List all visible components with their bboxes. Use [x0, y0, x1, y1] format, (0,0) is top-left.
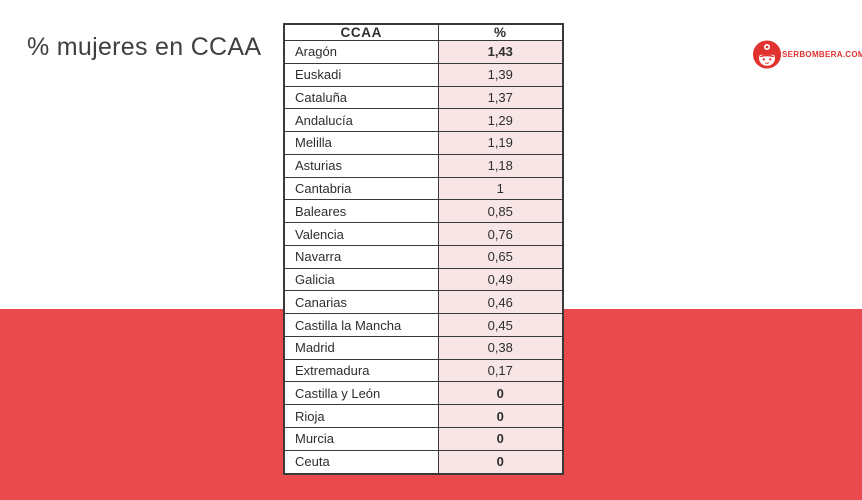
ccaa-name-cell: Euskadi: [283, 62, 439, 87]
percent-value-cell: 0,76: [437, 222, 564, 246]
ccaa-name-cell: Aragón: [283, 40, 439, 64]
ccaa-name-cell: Madrid: [283, 335, 439, 360]
table-row: Baleares 0,85: [283, 199, 564, 224]
percent-value-cell: 0: [437, 404, 564, 429]
table-row: Cataluña 1,37: [283, 85, 564, 110]
percent-value-cell: 0: [437, 449, 564, 475]
percent-value-cell: 1,19: [437, 131, 564, 155]
percent-value-cell: 1,29: [437, 108, 564, 133]
ccaa-name-cell: Extremadura: [283, 358, 439, 383]
percent-value-cell: 0,65: [437, 244, 564, 269]
percent-value-cell: 1: [437, 176, 564, 201]
table-header-row: CCAA %: [283, 23, 564, 41]
percent-value-cell: 1,39: [437, 62, 564, 87]
firefighter-icon: [752, 40, 782, 69]
percent-value-cell: 0: [437, 381, 564, 406]
ccaa-table: CCAA % Aragón 1,43 Euskadi 1,39 Cataluña 1,37…: [283, 23, 564, 475]
table-header-ccaa: CCAA: [283, 23, 439, 41]
percent-value-cell: 0: [437, 427, 564, 451]
table-row: Galicia 0,49: [283, 267, 564, 292]
ccaa-name-cell: Galicia: [283, 267, 439, 292]
ccaa-name-cell: Cataluña: [283, 85, 439, 110]
percent-value-cell: 1,37: [437, 85, 564, 110]
table-row: Extremadura 0,17: [283, 358, 564, 383]
percent-value-cell: 0,49: [437, 267, 564, 292]
percent-value-cell: 0,85: [437, 199, 564, 224]
percent-value-cell: 0,17: [437, 358, 564, 383]
ccaa-name-cell: Canarias: [283, 290, 439, 315]
ccaa-name-cell: Valencia: [283, 222, 439, 246]
ccaa-name-cell: Rioja: [283, 404, 439, 429]
table-row: Navarra 0,65: [283, 244, 564, 269]
table-row: Castilla y León 0: [283, 381, 564, 406]
ccaa-name-cell: Castilla la Mancha: [283, 313, 439, 337]
site-logo: SERBOMBERA.COM: [751, 39, 862, 70]
table-row: Castilla la Mancha 0,45: [283, 313, 564, 337]
ccaa-name-cell: Murcia: [283, 427, 439, 451]
percent-value-cell: 1,43: [437, 40, 564, 64]
ccaa-name-cell: Castilla y León: [283, 381, 439, 406]
percent-value-cell: 0,46: [437, 290, 564, 315]
table-row: Aragón 1,43: [283, 40, 564, 64]
percent-value-cell: 1,18: [437, 153, 564, 178]
table-row: Murcia 0: [283, 427, 564, 451]
ccaa-name-cell: Ceuta: [283, 449, 439, 475]
table-header-percent: %: [437, 23, 564, 41]
page-title: % mujeres en CCAA: [27, 33, 262, 61]
table-row: Canarias 0,46: [283, 290, 564, 315]
table-row: Valencia 0,76: [283, 222, 564, 246]
ccaa-name-cell: Navarra: [283, 244, 439, 269]
percent-value-cell: 0,45: [437, 313, 564, 337]
ccaa-name-cell: Cantabria: [283, 176, 439, 201]
ccaa-name-cell: Melilla: [283, 131, 439, 155]
table-row: Cantabria 1: [283, 176, 564, 201]
table-row: Asturias 1,18: [283, 153, 564, 178]
table-row: Euskadi 1,39: [283, 62, 564, 87]
table-row: Melilla 1,19: [283, 131, 564, 155]
ccaa-name-cell: Andalucía: [283, 108, 439, 133]
table-row: Rioja 0: [283, 404, 564, 429]
site-logo-text: SERBOMBERA.COM: [782, 50, 862, 59]
ccaa-name-cell: Baleares: [283, 199, 439, 224]
ccaa-name-cell: Asturias: [283, 153, 439, 178]
table-row: Ceuta 0: [283, 449, 564, 475]
table-row: Andalucía 1,29: [283, 108, 564, 133]
table-row: Madrid 0,38: [283, 335, 564, 360]
percent-value-cell: 0,38: [437, 335, 564, 360]
